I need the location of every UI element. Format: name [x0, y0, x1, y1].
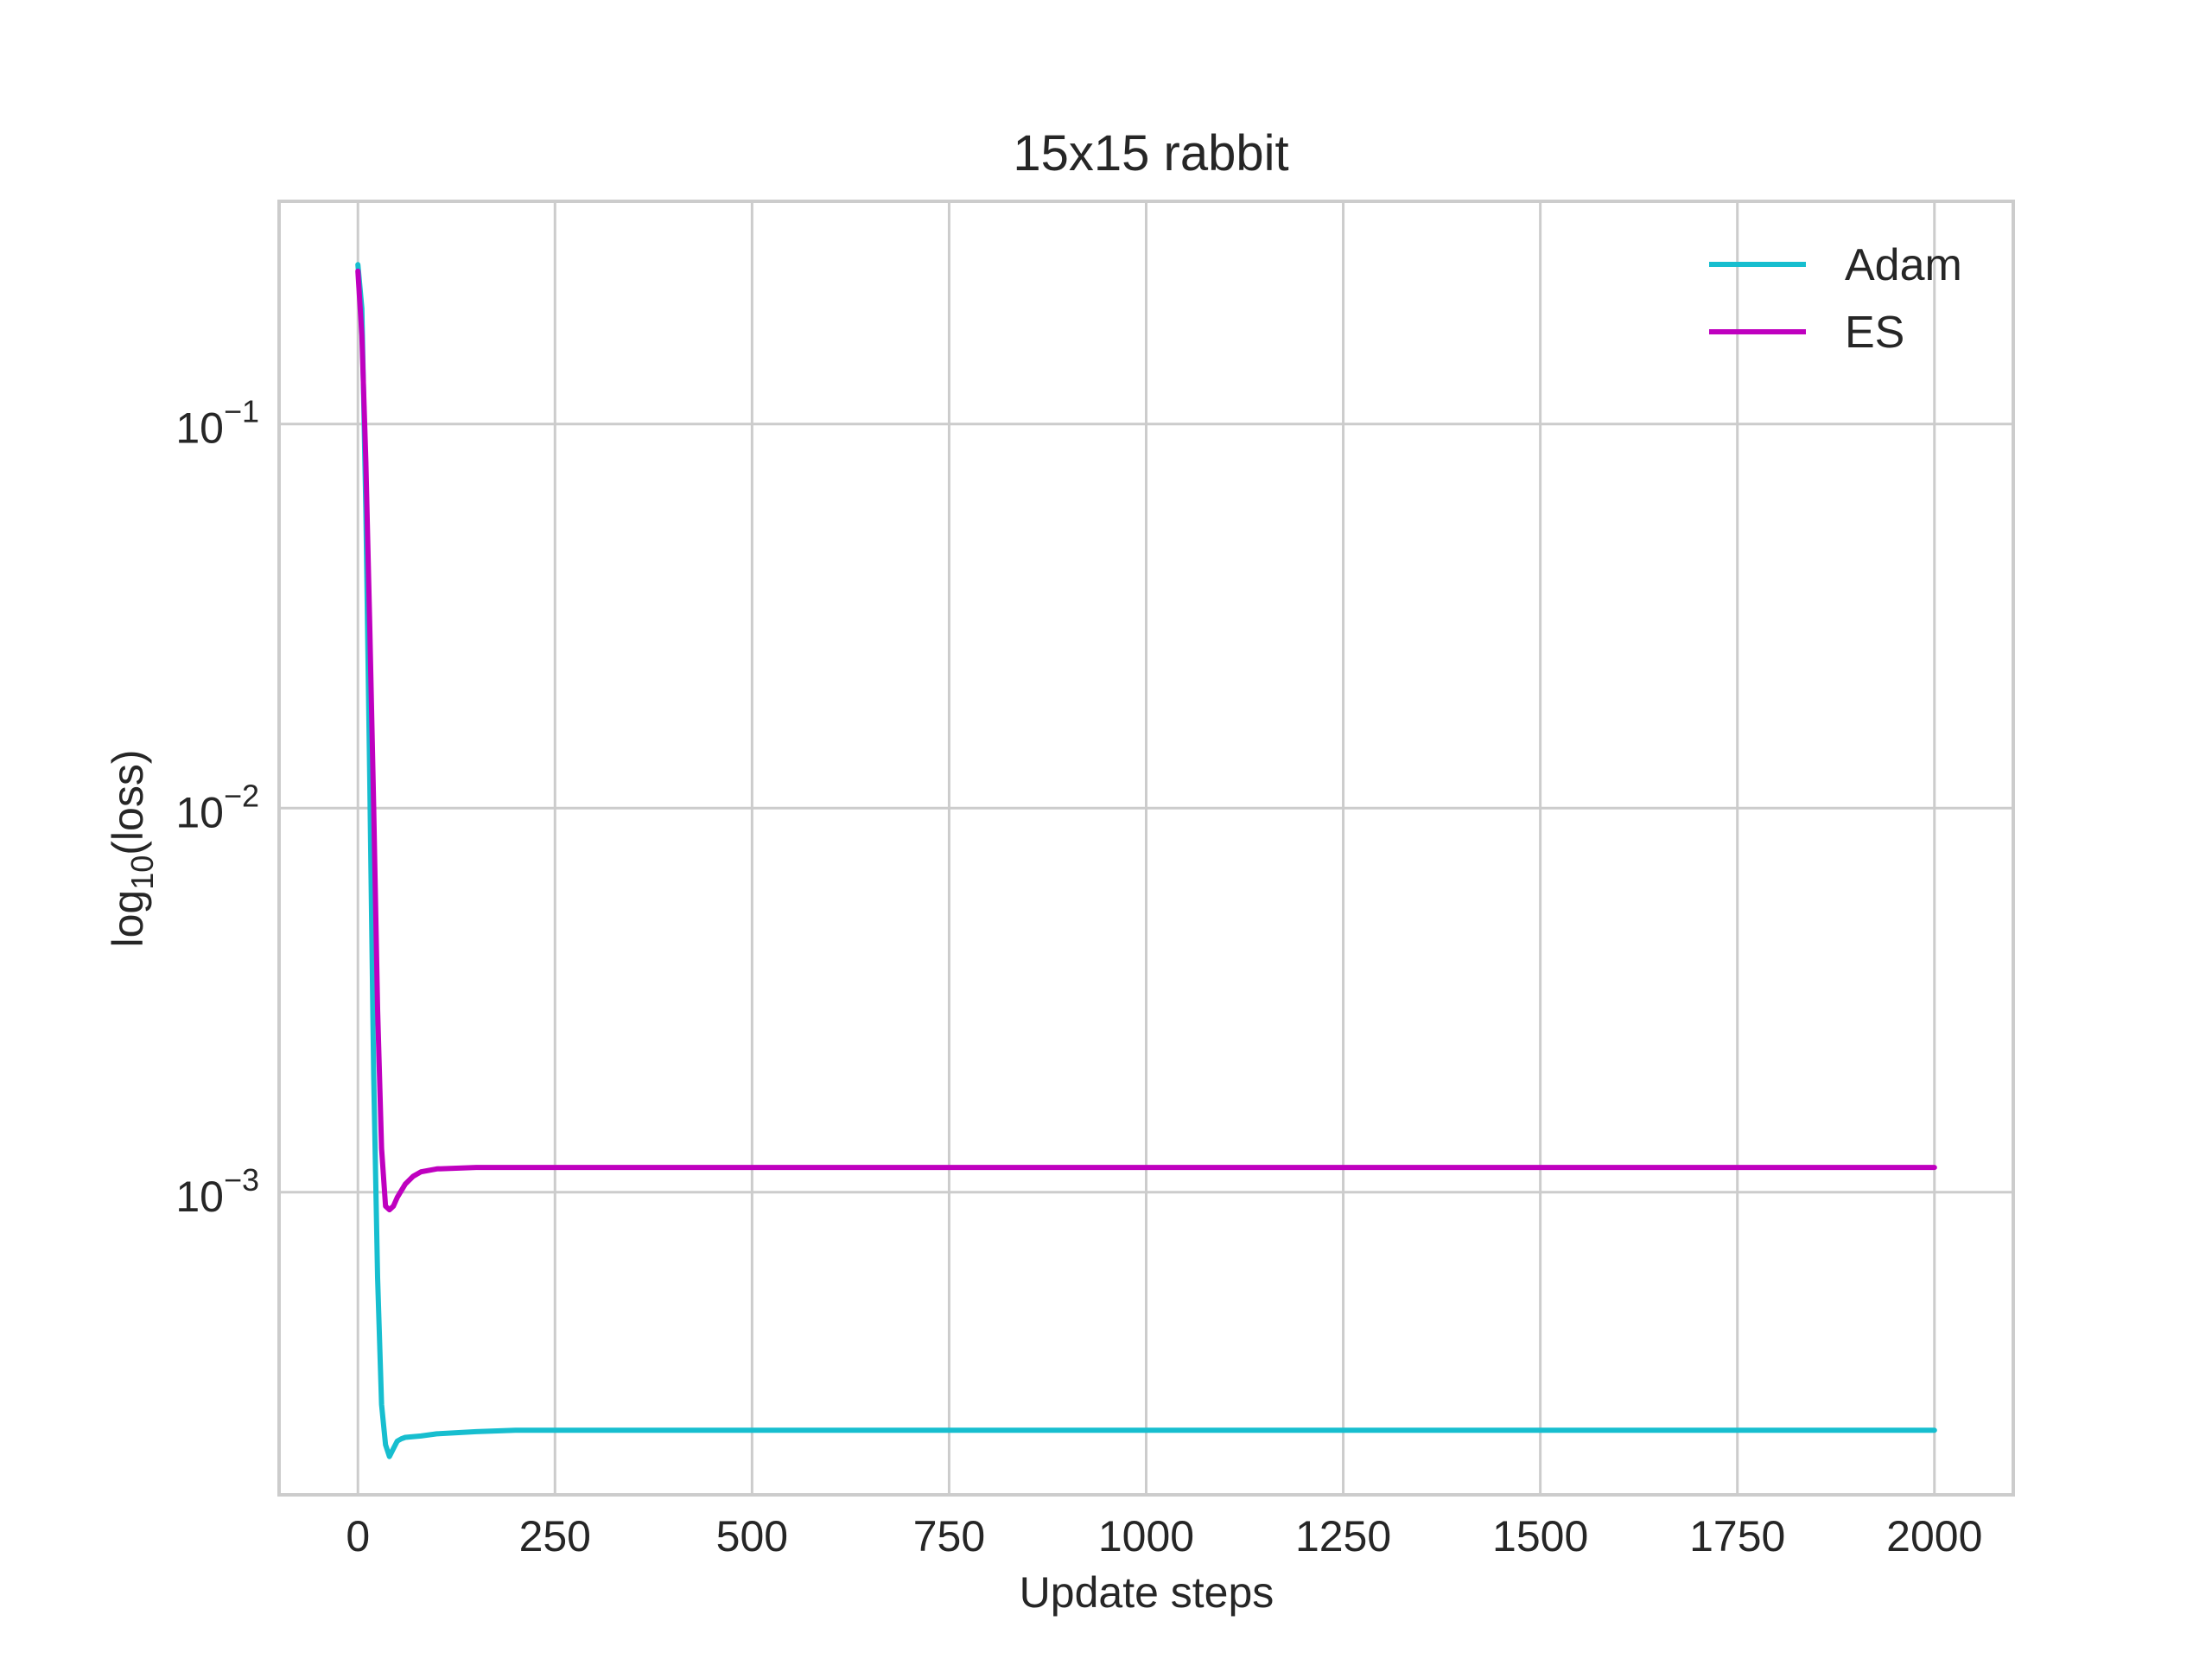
- legend-label-adam: Adam: [1845, 240, 1962, 290]
- x-tick-label: 750: [913, 1512, 985, 1560]
- legend-label-es: ES: [1845, 308, 1904, 358]
- legend: Adam ES: [1709, 240, 1962, 358]
- y-tick-label-base: 10: [175, 1173, 224, 1221]
- y-tick-label: 10−3: [175, 1162, 259, 1221]
- x-tick-label: 0: [346, 1512, 370, 1560]
- x-tick-label: 500: [716, 1512, 788, 1560]
- x-tick-label: 2000: [1886, 1512, 1982, 1560]
- x-tick-label: 1500: [1492, 1512, 1588, 1560]
- y-tick-label-base: 10: [175, 404, 224, 453]
- y-tick-label: 10−1: [175, 394, 259, 453]
- y-tick-label-exponent: −1: [224, 394, 259, 429]
- series-line-adam: [355, 262, 1937, 1459]
- y-tick-label-base: 10: [175, 788, 224, 836]
- x-tick-label: 1750: [1689, 1512, 1785, 1560]
- y-axis-label-subscript: 10: [124, 855, 160, 890]
- series-layer: [355, 262, 1937, 1459]
- y-axis-label-base: log: [104, 890, 152, 948]
- grid: [279, 201, 2013, 1495]
- y-axis-label-rest: (loss): [104, 750, 152, 855]
- series-line-es: [355, 268, 1937, 1213]
- y-axis-label: log10(loss): [104, 750, 160, 948]
- x-tick-label: 1250: [1295, 1512, 1391, 1560]
- y-tick-label: 10−2: [175, 778, 259, 836]
- x-tick-label: 250: [519, 1512, 591, 1560]
- x-tick-labels: 0 250 500 750 1000 1250 1500 1750 2000: [346, 1512, 1982, 1560]
- x-tick-label: 1000: [1098, 1512, 1194, 1560]
- chart-title: 15x15 rabbit: [1013, 125, 1288, 181]
- y-tick-labels: 10−110−210−3: [175, 394, 259, 1221]
- x-axis-label: Update steps: [1020, 1568, 1274, 1617]
- plot-frame: [277, 200, 2015, 1497]
- y-tick-label-exponent: −2: [224, 778, 259, 813]
- y-tick-label-exponent: −3: [224, 1162, 259, 1198]
